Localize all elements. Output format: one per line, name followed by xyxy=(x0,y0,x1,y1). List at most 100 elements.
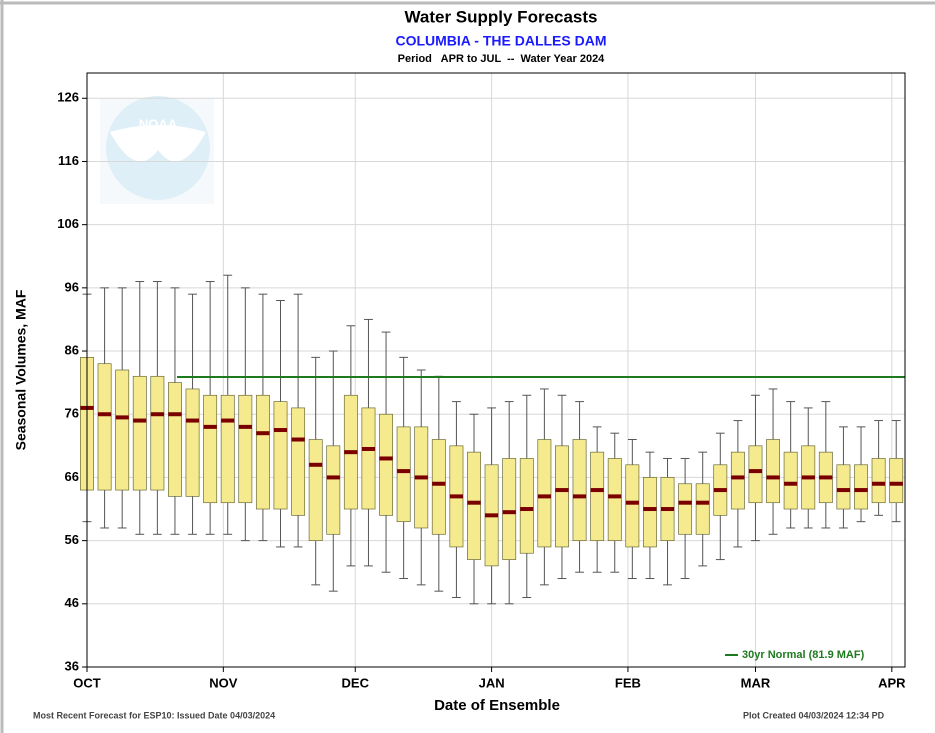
chart-subtitle: COLUMBIA - THE DALLES DAM xyxy=(395,33,606,49)
noaa-logo xyxy=(100,96,214,204)
box xyxy=(730,451,745,510)
median xyxy=(291,437,305,442)
median xyxy=(344,450,358,455)
median xyxy=(660,507,675,512)
y-tick-label: 46 xyxy=(65,595,79,610)
plot-frame xyxy=(86,72,906,668)
box xyxy=(238,394,253,504)
logo-bird xyxy=(110,125,206,162)
median xyxy=(696,500,710,505)
box xyxy=(132,375,147,491)
median xyxy=(766,475,780,480)
box xyxy=(572,439,587,541)
box xyxy=(871,458,886,504)
median xyxy=(203,424,217,429)
y-tick-label: 66 xyxy=(65,469,79,484)
box xyxy=(854,464,868,510)
y-tick-label: 76 xyxy=(65,406,79,421)
median xyxy=(133,418,147,423)
box xyxy=(889,458,904,504)
median xyxy=(520,507,534,512)
box xyxy=(766,439,781,504)
median xyxy=(449,494,464,499)
chart-title: Water Supply Forecasts xyxy=(404,7,597,26)
median xyxy=(256,431,270,436)
median xyxy=(168,412,182,417)
box xyxy=(783,451,798,510)
median xyxy=(784,481,798,486)
median xyxy=(713,488,727,493)
median xyxy=(555,488,569,493)
median xyxy=(643,507,657,512)
y-tick-label: 86 xyxy=(65,342,79,357)
median xyxy=(273,428,288,433)
median xyxy=(731,475,745,480)
box xyxy=(220,394,235,504)
x-tick-label: FEB xyxy=(615,675,641,690)
y-tick-label: 56 xyxy=(65,532,79,547)
box xyxy=(203,394,218,504)
box xyxy=(115,369,130,491)
median xyxy=(537,494,551,499)
box xyxy=(695,483,710,535)
box xyxy=(537,439,552,548)
x-tick-label: JAN xyxy=(479,675,505,690)
median xyxy=(608,494,622,499)
median xyxy=(361,446,376,451)
logo-circle xyxy=(106,96,210,200)
x-tick-label: DEC xyxy=(342,675,370,690)
box xyxy=(555,445,569,548)
box xyxy=(361,407,376,510)
logo-box xyxy=(100,98,214,204)
box xyxy=(467,451,481,560)
box xyxy=(168,382,182,497)
box xyxy=(185,388,200,497)
median xyxy=(889,481,903,486)
median xyxy=(801,475,815,480)
footer-right: Plot Created 04/03/2024 12:34 PD xyxy=(743,710,885,720)
median xyxy=(572,494,587,499)
y-tick-label: 36 xyxy=(65,658,79,673)
box xyxy=(678,483,693,535)
box xyxy=(150,375,165,491)
median xyxy=(678,500,692,505)
box xyxy=(642,477,657,548)
median xyxy=(379,456,393,461)
footer-left: Most Recent Forecast for ESP10: Issued D… xyxy=(33,710,275,720)
median xyxy=(819,475,833,480)
box xyxy=(519,458,534,554)
x-tick-label: NOV xyxy=(209,675,238,690)
box xyxy=(291,407,306,516)
box xyxy=(273,401,288,510)
median xyxy=(502,510,516,515)
x-tick-label: OCT xyxy=(73,675,101,690)
median xyxy=(872,481,886,486)
median xyxy=(590,488,604,493)
median xyxy=(309,462,323,467)
median xyxy=(467,500,481,505)
y-tick-label: 126 xyxy=(57,90,79,105)
median xyxy=(414,475,428,480)
median xyxy=(150,412,164,417)
y-tick-label: 96 xyxy=(65,279,79,294)
median xyxy=(485,513,499,518)
box xyxy=(748,445,763,504)
x-tick-label: MAR xyxy=(741,675,771,690)
median xyxy=(836,488,851,493)
y-tick-label: 106 xyxy=(57,216,79,231)
box xyxy=(836,464,851,510)
median xyxy=(221,418,235,423)
legend-label: 30yr Normal (81.9 MAF) xyxy=(742,649,865,661)
box xyxy=(502,458,517,560)
logo-text: NOAA xyxy=(139,116,178,131)
box xyxy=(396,426,411,523)
median xyxy=(185,418,200,423)
x-axis-label: Date of Ensemble xyxy=(434,697,560,714)
box xyxy=(97,363,112,491)
box xyxy=(326,445,341,535)
y-axis-label: Seasonal Volumes, MAF xyxy=(13,289,29,450)
median xyxy=(97,412,112,417)
median xyxy=(397,469,411,474)
